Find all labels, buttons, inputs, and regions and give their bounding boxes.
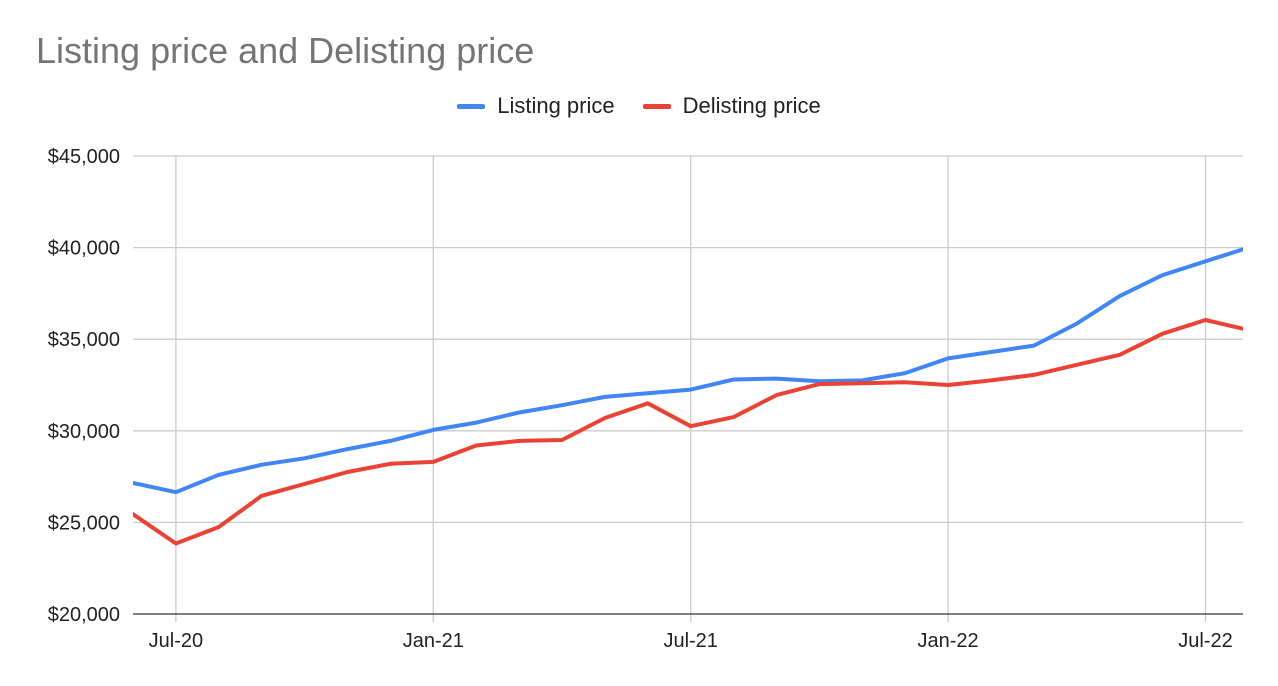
x-tick-label: Jul-20 (149, 630, 203, 652)
horizontal-gridlines (133, 155, 1243, 615)
legend-label-delisting-price: Delisting price (682, 93, 821, 118)
legend-swatch-listing-price (457, 103, 486, 109)
y-axis: $45,000 $40,000 $35,000 $30,000 $25,000 $20,0… (48, 146, 120, 626)
y-tick-label: $40,000 (48, 238, 120, 260)
y-tick-label: $35,000 (48, 329, 120, 351)
x-tick-label: Jan-22 (918, 630, 979, 652)
legend-item-listing-price: Listing price (457, 93, 615, 119)
y-tick-label: $25,000 (48, 512, 120, 534)
x-tick-label: Jul-22 (1178, 630, 1232, 652)
legend-label-listing-price: Listing price (497, 93, 615, 118)
series-layer (133, 247, 1243, 546)
x-tick-label: Jan-21 (403, 630, 464, 652)
legend: Listing price Delisting price (0, 93, 1278, 119)
vertical-gridlines (175, 156, 1207, 622)
y-tick-label: $30,000 (48, 421, 120, 443)
chart-title: Listing price and Delisting price (36, 30, 535, 71)
series-line-delisting-price (133, 318, 1243, 546)
legend-item-delisting-price: Delisting price (642, 93, 821, 119)
x-tick-label: Jul-21 (663, 630, 717, 652)
y-tick-label: $20,000 (48, 604, 120, 626)
y-tick-label: $45,000 (48, 146, 120, 168)
legend-swatch-delisting-price (642, 103, 671, 109)
x-axis: Jul-20 Jan-21 Jul-21 Jan-22 Jul-22 (149, 630, 1233, 652)
series-line-listing-price (133, 247, 1243, 495)
